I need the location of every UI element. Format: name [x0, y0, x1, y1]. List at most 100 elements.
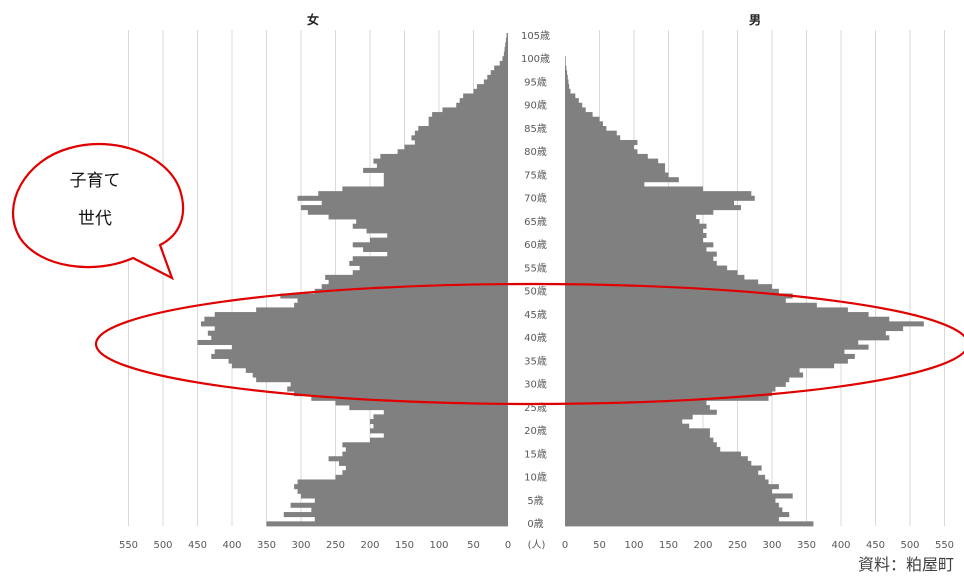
male-bar-age-75 [565, 172, 669, 178]
male-bar-age-7 [565, 488, 772, 494]
female-x-tick-label: 450 [188, 540, 207, 551]
female-x-tick-label: 150 [395, 540, 414, 551]
male-x-tick-label: 50 [593, 540, 606, 551]
age-label: 75歳 [524, 169, 547, 181]
female-bar-age-13 [338, 460, 508, 466]
female-bar-age-48 [297, 298, 508, 304]
male-bar-age-71 [565, 191, 752, 197]
male-bar-age-3 [565, 507, 783, 513]
male-bar-age-60 [565, 242, 714, 248]
female-bar-age-103 [505, 42, 508, 48]
male-bar-age-65 [565, 219, 700, 225]
male-bar-age-69 [565, 200, 735, 206]
female-bar-age-86 [428, 121, 508, 127]
male-bar-age-66 [565, 214, 697, 220]
male-x-tick-label: 150 [659, 540, 678, 551]
bubble-text-line1: 子育て [70, 171, 121, 191]
unit-label: (人) [528, 539, 546, 551]
male-bar-age-43 [565, 321, 924, 327]
male-bar-age-55 [565, 265, 728, 271]
female-bar-age-46 [256, 307, 508, 313]
female-bar-age-31 [256, 377, 508, 383]
male-bar-age-33 [565, 367, 800, 373]
female-bar-age-87 [428, 116, 508, 122]
male-bar-age-14 [565, 456, 748, 462]
female-bar-age-52 [328, 279, 508, 285]
age-label: 10歳 [524, 472, 547, 484]
male-bar-age-63 [565, 228, 703, 234]
age-label: 30歳 [524, 379, 547, 391]
male-bar-age-9 [565, 479, 769, 485]
female-bar-age-83 [411, 135, 508, 141]
female-x-tick-label: 50 [467, 540, 480, 551]
female-x-tick-label: 350 [257, 540, 276, 551]
male-bar-age-98 [565, 65, 567, 71]
highlight-ellipse [95, 282, 964, 406]
female-bar-age-4 [290, 502, 508, 508]
age-label: 35歳 [524, 355, 547, 367]
male-bar-age-62 [565, 232, 707, 239]
female-bar-age-59 [363, 246, 508, 252]
female-bar-age-92 [463, 93, 508, 99]
female-bar-age-33 [245, 367, 509, 373]
female-bar-age-58 [387, 251, 508, 257]
male-bar-age-70 [565, 195, 755, 201]
male-bar-age-92 [565, 93, 576, 99]
male-x-tick-label: 250 [728, 540, 747, 551]
male-bar-age-52 [565, 279, 759, 285]
female-bar-age-50 [314, 288, 508, 294]
male-bar-age-0 [565, 521, 814, 527]
male-bar-age-97 [565, 70, 568, 76]
female-bar-age-72 [342, 186, 508, 192]
male-bar-age-20 [565, 428, 710, 434]
female-bar-age-79 [380, 153, 508, 159]
female-bar-age-23 [373, 414, 508, 420]
female-bar-age-27 [311, 395, 508, 401]
male-bar-age-90 [565, 102, 583, 108]
speech-bubble-shape [11, 143, 185, 281]
age-label: 60歳 [524, 239, 547, 251]
female-bar-age-6 [301, 493, 508, 499]
female-bar-age-85 [418, 126, 508, 132]
male-x-tick-label: 200 [693, 540, 712, 551]
male-bar-age-12 [565, 465, 762, 471]
female-bar-age-75 [383, 172, 508, 178]
female-bar-age-81 [404, 144, 508, 150]
male-bar-age-84 [565, 130, 617, 136]
male-bar-age-85 [565, 126, 607, 132]
female-bar-age-100 [502, 56, 508, 62]
female-x-tick-label: 250 [326, 540, 345, 551]
female-bar-age-56 [349, 260, 508, 266]
male-bar-age-36 [565, 353, 855, 359]
male-bar-age-68 [565, 205, 741, 211]
male-bar-age-96 [565, 74, 568, 80]
age-label: 65歳 [524, 216, 547, 228]
male-bar-age-91 [565, 98, 579, 104]
female-bar-age-82 [414, 139, 508, 146]
female-bar-age-98 [494, 65, 508, 71]
male-bar-age-35 [565, 358, 848, 364]
male-bar-age-79 [565, 153, 648, 159]
female-bar-age-47 [294, 302, 508, 308]
male-bar-age-38 [565, 344, 869, 350]
male-bar-age-44 [565, 316, 890, 322]
male-bar-age-34 [565, 363, 835, 369]
female-bar-age-99 [499, 60, 508, 66]
female-bar-age-91 [459, 98, 508, 104]
male-bar-age-37 [565, 349, 845, 355]
female-x-tick-label: 550 [119, 540, 138, 551]
female-x-tick-label: 0 [505, 540, 511, 551]
female-bar-age-68 [301, 205, 508, 211]
male-bar-age-64 [565, 223, 707, 229]
female-bar-age-65 [356, 219, 508, 225]
male-bar-age-54 [565, 270, 738, 276]
female-bar-age-61 [370, 237, 508, 243]
age-label: 105歳 [521, 30, 550, 42]
female-bar-age-45 [214, 312, 508, 318]
female-bars [197, 33, 509, 527]
female-bar-age-16 [345, 446, 508, 452]
male-bar-age-50 [565, 288, 779, 294]
female-bar-age-14 [328, 456, 508, 462]
